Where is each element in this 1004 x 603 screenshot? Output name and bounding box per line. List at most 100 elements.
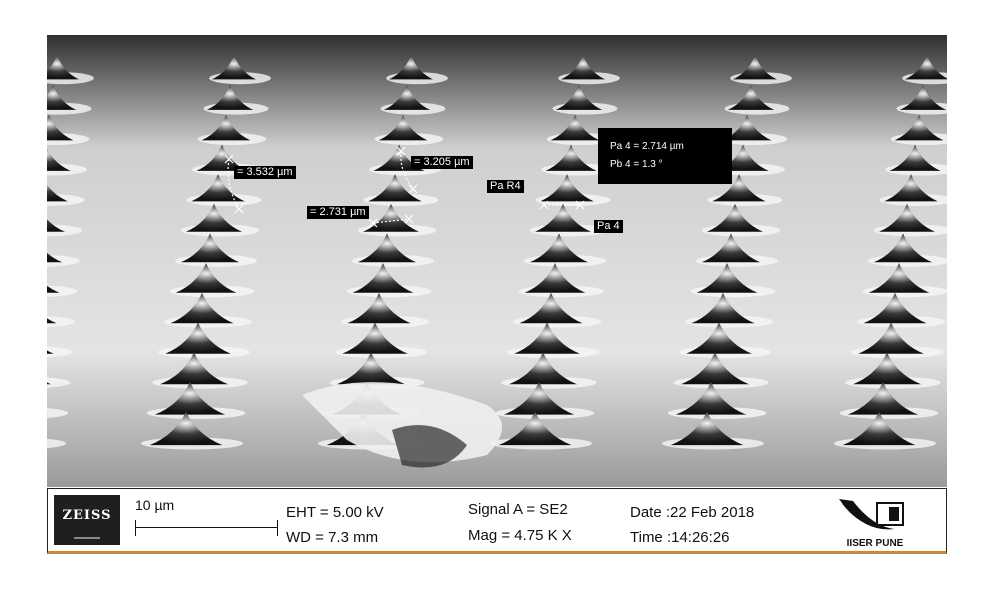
micro-cone [47,350,54,354]
micro-cone [509,352,577,385]
date-value: Date :22 Feb 2018 [630,504,755,521]
micro-cone [847,381,919,415]
measurement-label-3: = 2.731 µm [307,206,369,219]
micro-cone [47,184,68,202]
micro-cone [561,55,605,80]
cone-halo [47,254,80,267]
micro-cone [873,233,933,263]
info-pa4-value: Pa 4 = 2.714 µm [610,141,684,152]
micro-cone [503,381,575,415]
micro-cone [368,174,422,202]
measurement-label-1: = 3.532 µm [234,166,296,179]
micro-cone [686,322,752,354]
micro-cone [201,114,251,141]
micro-cone [701,233,761,263]
scale-bar [135,520,278,536]
micro-cone [889,144,941,171]
micro-cone [524,263,586,293]
micro-cone [160,352,228,385]
micro-cone [196,144,248,171]
micro-cone [514,322,580,354]
pa4-label: Pa 4 [594,220,623,233]
wd-value: WD = 7.3 mm [286,529,379,546]
micro-cone [186,203,242,232]
cone-halo [47,316,76,328]
micro-cone [383,85,431,110]
sem-data-bar: ZEISS 10 µm EHT = 5.00 kV WD = 7.3 mm Si… [47,488,947,554]
micro-cone [722,114,772,141]
eht-value: EHT = 5.00 kV [286,504,384,521]
iiser-logo: IISER PUNE [833,493,917,549]
micro-cone [733,55,777,80]
micro-cone [899,85,947,110]
time-value: Time :14:26:26 [630,529,730,546]
micro-cone [378,114,428,141]
micro-cone [712,174,766,202]
micro-cone [347,292,411,324]
micro-cone [858,322,924,354]
micro-cone [863,292,927,324]
micro-cone [696,263,758,293]
micro-cone [47,382,51,385]
cone-halo [47,438,66,449]
micro-cone [47,148,71,171]
micro-cone [47,55,79,80]
micro-cone [550,114,600,141]
measurement-info-box: Pa 4 = 2.714 µm Pb 4 = 1.3 ° [598,128,732,184]
micro-cone [540,174,594,202]
micro-cone [555,85,603,110]
micro-cone [905,55,947,80]
micro-cone [149,411,223,446]
micro-cone [681,352,749,385]
micro-cone [337,352,405,385]
micro-cone [519,292,583,324]
micro-cone [363,203,419,232]
micro-cone [853,352,921,385]
cone-halo [47,408,69,418]
micro-cone [498,411,572,446]
micro-cone [47,414,49,415]
zeiss-logo: ZEISS [54,495,120,545]
mag-value: Mag = 4.75 K X [468,527,572,544]
cone-halo [47,346,73,358]
micro-cone [842,411,916,446]
micro-cone [212,55,256,80]
cone-halo [47,285,78,298]
institute-name: IISER PUNE [846,538,904,549]
micro-cone [154,381,226,415]
micro-cone [191,174,245,202]
micro-cone [206,85,254,110]
micro-cone [545,144,597,171]
cone-halo [47,377,71,388]
micro-cone [884,174,938,202]
micro-cone [868,263,930,293]
micro-cone [707,203,763,232]
micro-cone [175,263,237,293]
pa-r4-label: Pa R4 [487,180,524,193]
iiser-emblem-icon [839,499,904,530]
micro-cone [675,381,747,415]
info-pb4-value: Pb 4 = 1.3 ° [610,159,663,170]
micro-cone [180,233,240,263]
measurement-label-2: = 3.205 µm [411,156,473,169]
micro-cone [47,114,74,141]
scale-bar-label: 10 µm [135,497,175,513]
micro-cone [170,292,234,324]
micro-cone [357,233,417,263]
signal-value: Signal A = SE2 [468,501,568,518]
micro-cone [47,285,60,293]
micro-cone [47,219,65,232]
micro-cone [165,322,231,354]
micro-cone [670,411,744,446]
micro-cone [352,263,414,293]
micro-cone [47,85,77,110]
micro-cone [535,203,591,232]
micro-cone [47,318,57,324]
micro-cone [47,252,63,263]
sem-micrograph: = 3.532 µm = 3.205 µm = 2.731 µm Pa R4 P… [47,35,947,487]
micro-cone [342,322,408,354]
micro-cone [691,292,755,324]
micro-cone [894,114,944,141]
micro-cone [389,55,433,80]
micropillar-array-image [47,35,947,487]
